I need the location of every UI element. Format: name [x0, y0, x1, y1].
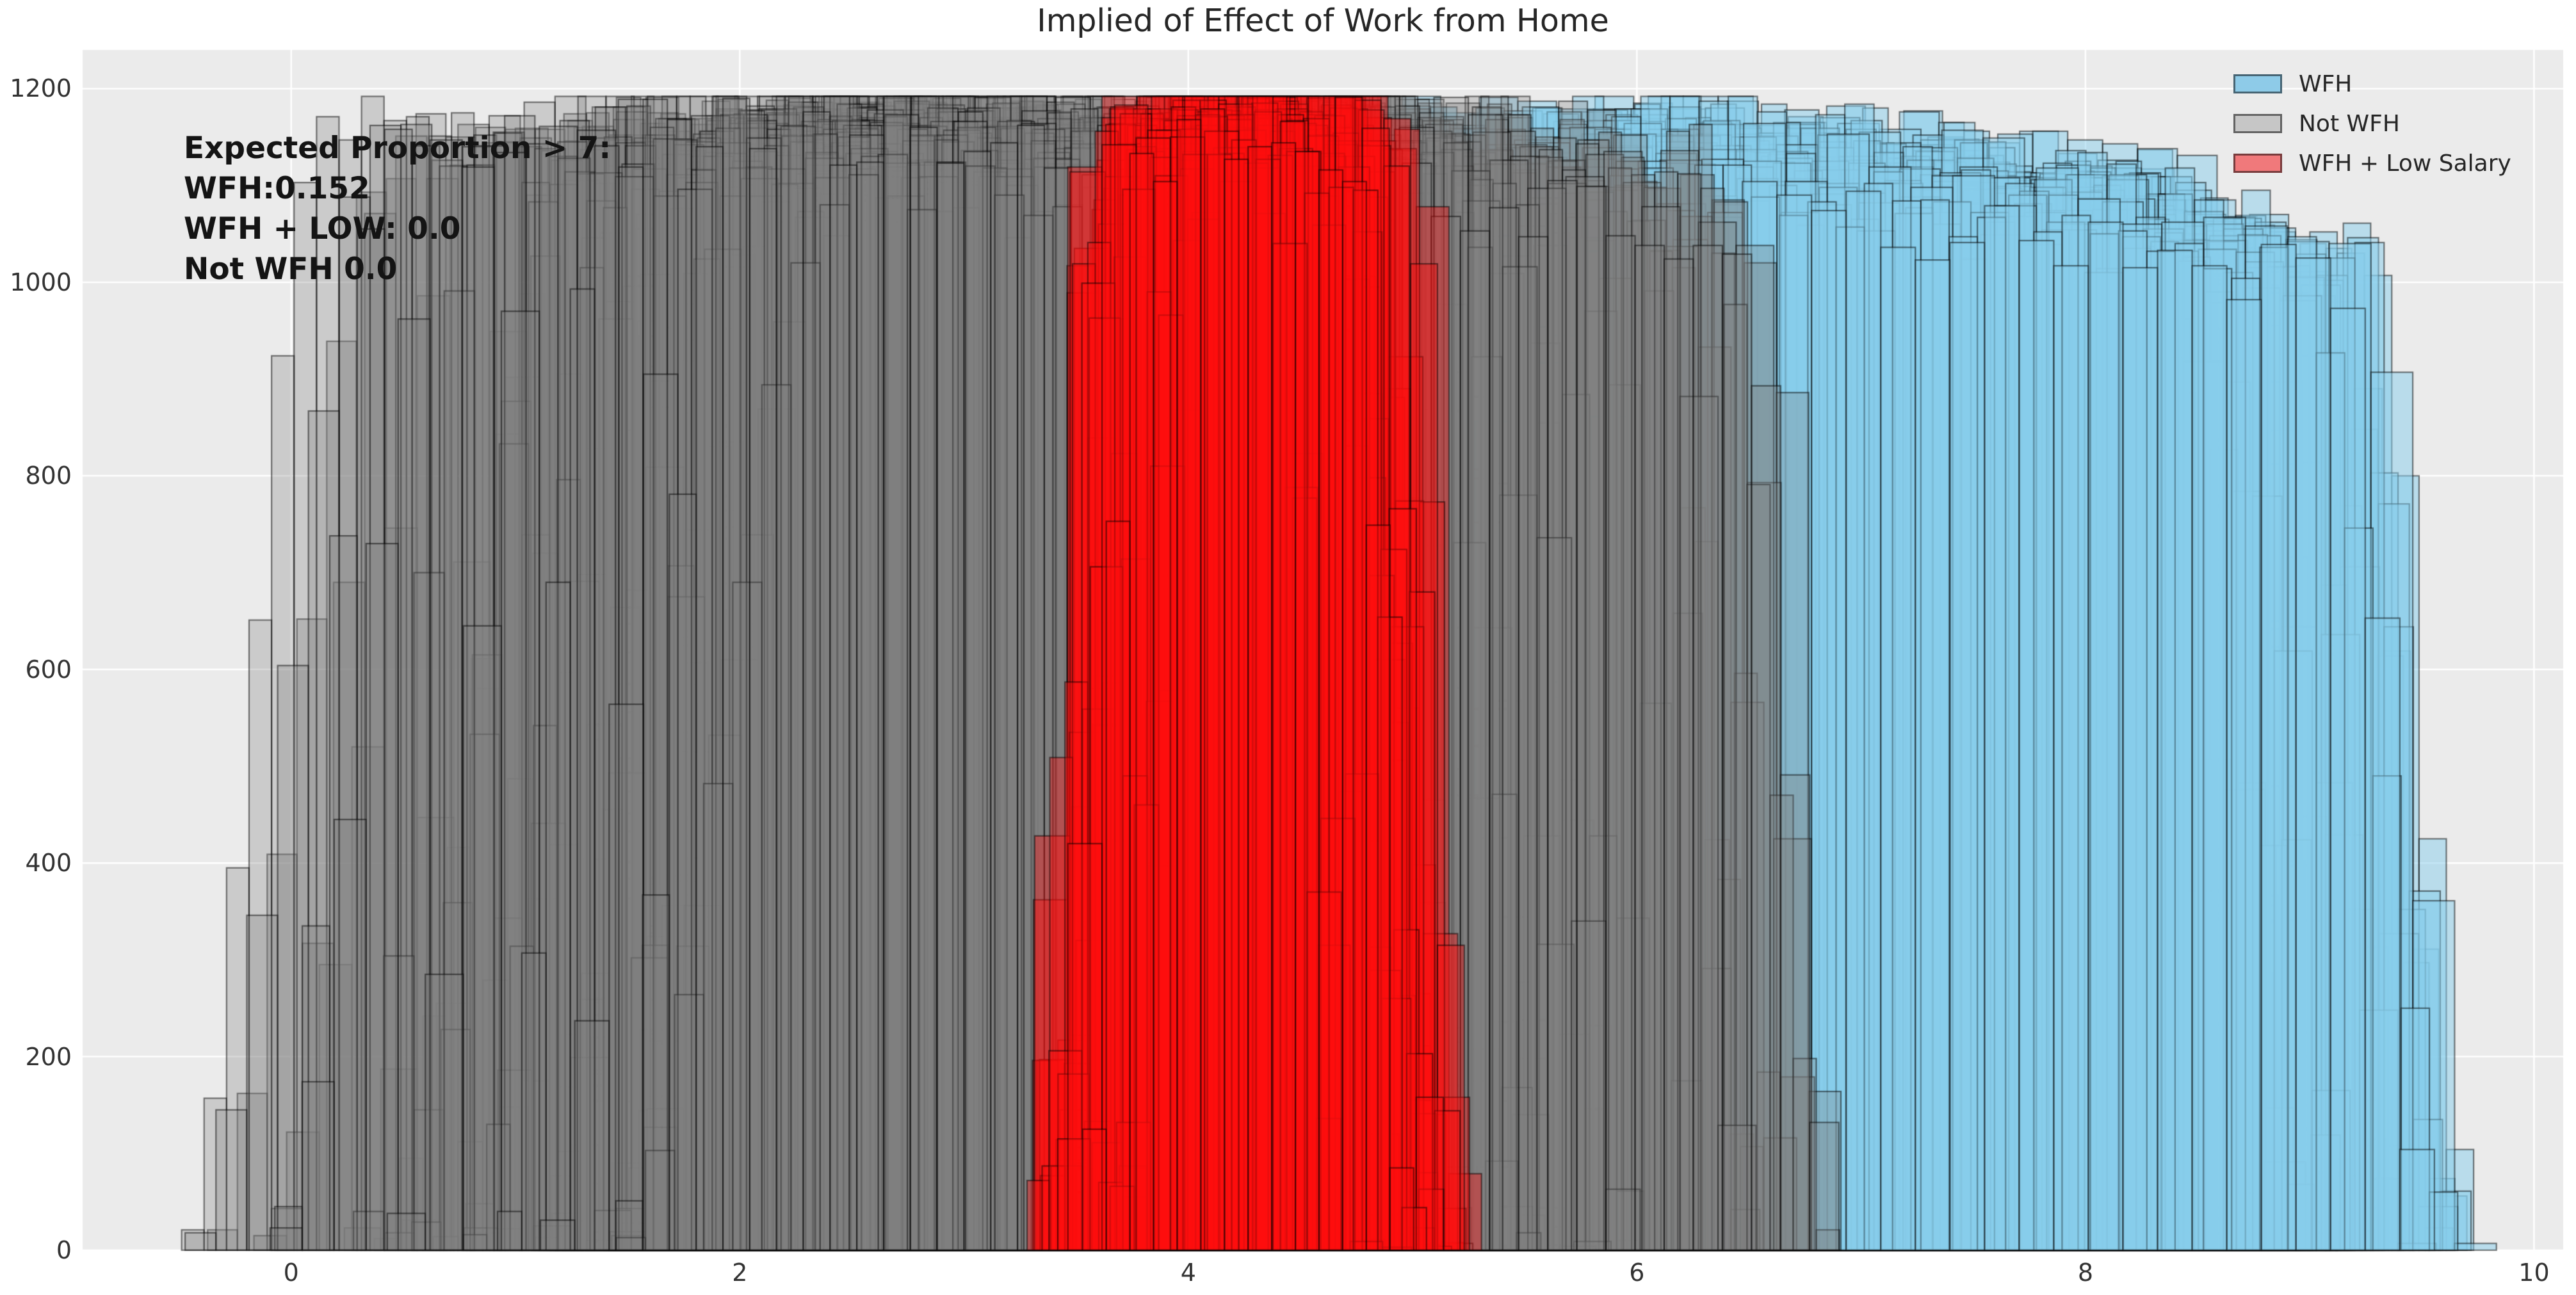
x-tick-label: 4: [1180, 1259, 1196, 1287]
y-tick-label: 0: [56, 1236, 72, 1264]
legend-label: WFH: [2299, 70, 2353, 97]
y-tick-label: 200: [25, 1042, 72, 1071]
y-tick-label: 600: [25, 655, 72, 684]
x-tick-label: 10: [2518, 1259, 2550, 1287]
y-tick-label: 400: [25, 849, 72, 878]
x-tick-label: 8: [2077, 1259, 2094, 1287]
y-tick-label: 800: [25, 462, 72, 490]
annotation-line-1: WFH:0.152: [184, 171, 370, 206]
y-tick-label: 1000: [10, 268, 72, 296]
chart-title: Implied of Effect of Work from Home: [1037, 3, 1609, 39]
legend-swatch-icon: [2233, 74, 2282, 93]
legend-swatch-icon: [2233, 114, 2282, 133]
legend-label: WFH + Low Salary: [2299, 150, 2511, 177]
legend-item-1: Not WFH: [2233, 104, 2511, 143]
expected-proportion-annotation: Expected Proportion > 7: WFH:0.152 WFH + L…: [184, 128, 611, 289]
annotation-line-2: WFH + LOW: 0.0: [184, 211, 461, 246]
x-tick-label: 6: [1629, 1259, 1645, 1287]
legend-swatch-icon: [2233, 154, 2282, 173]
legend: WFH Not WFH WFH + Low Salary: [2233, 64, 2511, 183]
annotation-line-3: Not WFH 0.0: [184, 252, 398, 287]
y-tick-label: 1200: [10, 74, 72, 103]
legend-item-0: WFH: [2233, 64, 2511, 104]
x-tick-label: 0: [283, 1259, 299, 1287]
x-tick-label: 2: [732, 1259, 748, 1287]
annotation-line-0: Expected Proportion > 7:: [184, 131, 612, 166]
legend-item-2: WFH + Low Salary: [2233, 143, 2511, 183]
legend-label: Not WFH: [2299, 110, 2400, 137]
